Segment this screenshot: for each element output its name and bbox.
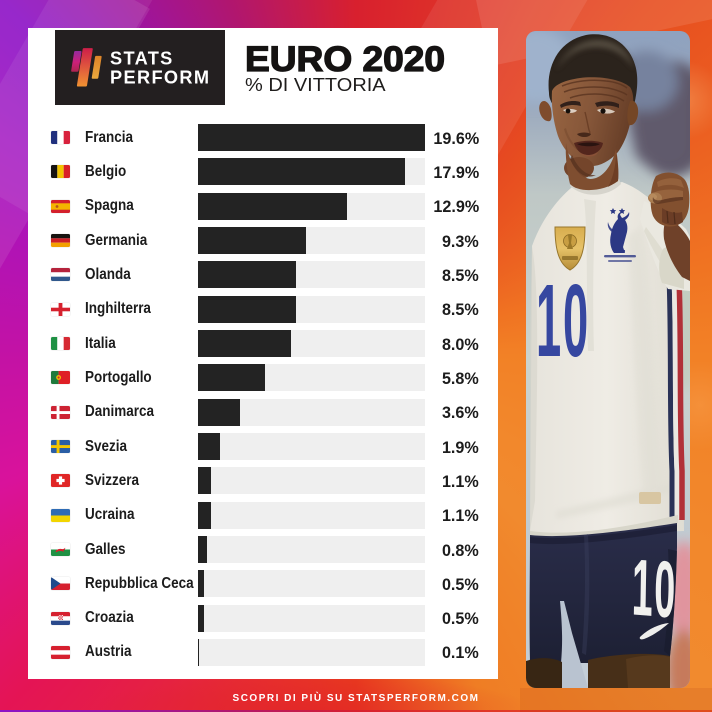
svg-text:10: 10 [536,263,590,378]
svg-text:STATS: STATS [110,48,174,68]
svg-text:PERFORM: PERFORM [110,68,210,88]
svg-text:10: 10 [631,543,677,636]
